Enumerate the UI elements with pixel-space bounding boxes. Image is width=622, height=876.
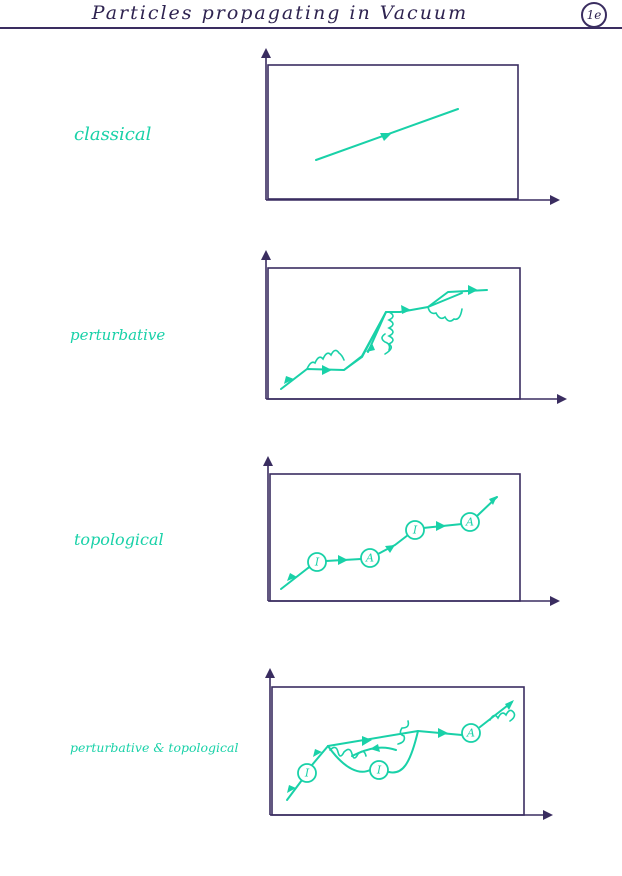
title-underline <box>0 27 622 29</box>
x-axis-arrow-icon <box>557 394 567 404</box>
trajectory-arrow-icon <box>313 749 322 757</box>
propagator-path <box>311 745 329 766</box>
gluon-curl <box>329 746 367 759</box>
loop-line <box>427 292 463 308</box>
label-perturbative-topological: perturbative & topological <box>70 740 239 755</box>
trajectory-arrow-icon <box>338 555 348 565</box>
svg-text:A: A <box>465 516 474 529</box>
label-perturbative: perturbative <box>70 326 166 344</box>
label-classical: classical <box>74 124 152 145</box>
anti-instanton-node: A <box>460 512 480 532</box>
trajectory-arrow-icon <box>385 545 395 553</box>
panel-frame <box>267 64 519 200</box>
propagator-path <box>327 745 371 773</box>
anti-instanton-node: A <box>360 548 380 568</box>
propagator-path <box>377 534 409 555</box>
panel-frame <box>267 267 521 400</box>
gluon-curl <box>397 720 410 745</box>
panel-frame <box>269 473 521 602</box>
panel-perturbative <box>261 250 567 404</box>
instanton-node: I <box>307 552 327 572</box>
trajectory-arrow-icon <box>370 744 380 752</box>
instanton-node: I <box>369 760 389 780</box>
trajectory-arrow-icon <box>380 133 392 141</box>
panel-topological: I A I A <box>263 456 560 606</box>
y-axis-arrow-icon <box>261 48 271 58</box>
trajectory-arrow-icon <box>436 521 446 531</box>
svg-text:A: A <box>365 552 374 565</box>
gauge-boson-wiggle <box>381 333 391 351</box>
y-axis-arrow-icon <box>265 668 275 678</box>
trajectory-arrow-icon <box>438 728 448 738</box>
trajectory-arrow-icon <box>362 736 372 746</box>
instanton-node: I <box>405 520 425 540</box>
svg-text:I: I <box>376 764 382 777</box>
x-axis-arrow-icon <box>543 810 553 820</box>
propagator-path <box>280 289 488 390</box>
svg-text:I: I <box>412 524 418 537</box>
trajectory-arrow-icon <box>366 343 375 352</box>
loop-line <box>343 311 387 371</box>
trajectory-arrow-icon <box>284 376 294 384</box>
panel-perturbative-topological: I I A <box>265 668 553 820</box>
trajectory-arrow-icon <box>401 305 411 314</box>
panel-classical <box>261 48 560 205</box>
x-axis-arrow-icon <box>550 596 560 606</box>
x-axis-arrow-icon <box>550 195 560 205</box>
propagator-path <box>286 779 303 801</box>
trajectory-arrow-icon <box>287 573 297 581</box>
panel-frame <box>271 686 525 816</box>
gluon-curl <box>489 709 516 722</box>
propagator-path <box>388 730 419 774</box>
trajectory-arrow-icon <box>322 365 332 375</box>
svg-text:I: I <box>304 767 310 780</box>
gauge-boson-wiggle <box>427 306 463 322</box>
label-topological: topological <box>74 530 164 549</box>
gauge-boson-wiggle <box>306 349 345 370</box>
trajectory-arrow-icon <box>468 285 478 295</box>
instanton-node: I <box>297 763 317 783</box>
svg-text:I: I <box>314 556 320 569</box>
trajectory-arrow-icon <box>489 496 497 505</box>
y-axis-arrow-icon <box>263 456 273 466</box>
trajectory-arrow-icon <box>505 700 514 710</box>
gauge-boson-wiggle <box>384 311 394 355</box>
trajectory-arrow-icon <box>287 785 296 793</box>
page-title: Particles propagating in Vacuum <box>91 2 469 24</box>
svg-text:A: A <box>466 727 475 740</box>
anti-instanton-node: A <box>461 723 481 743</box>
y-axis-arrow-icon <box>261 250 271 260</box>
